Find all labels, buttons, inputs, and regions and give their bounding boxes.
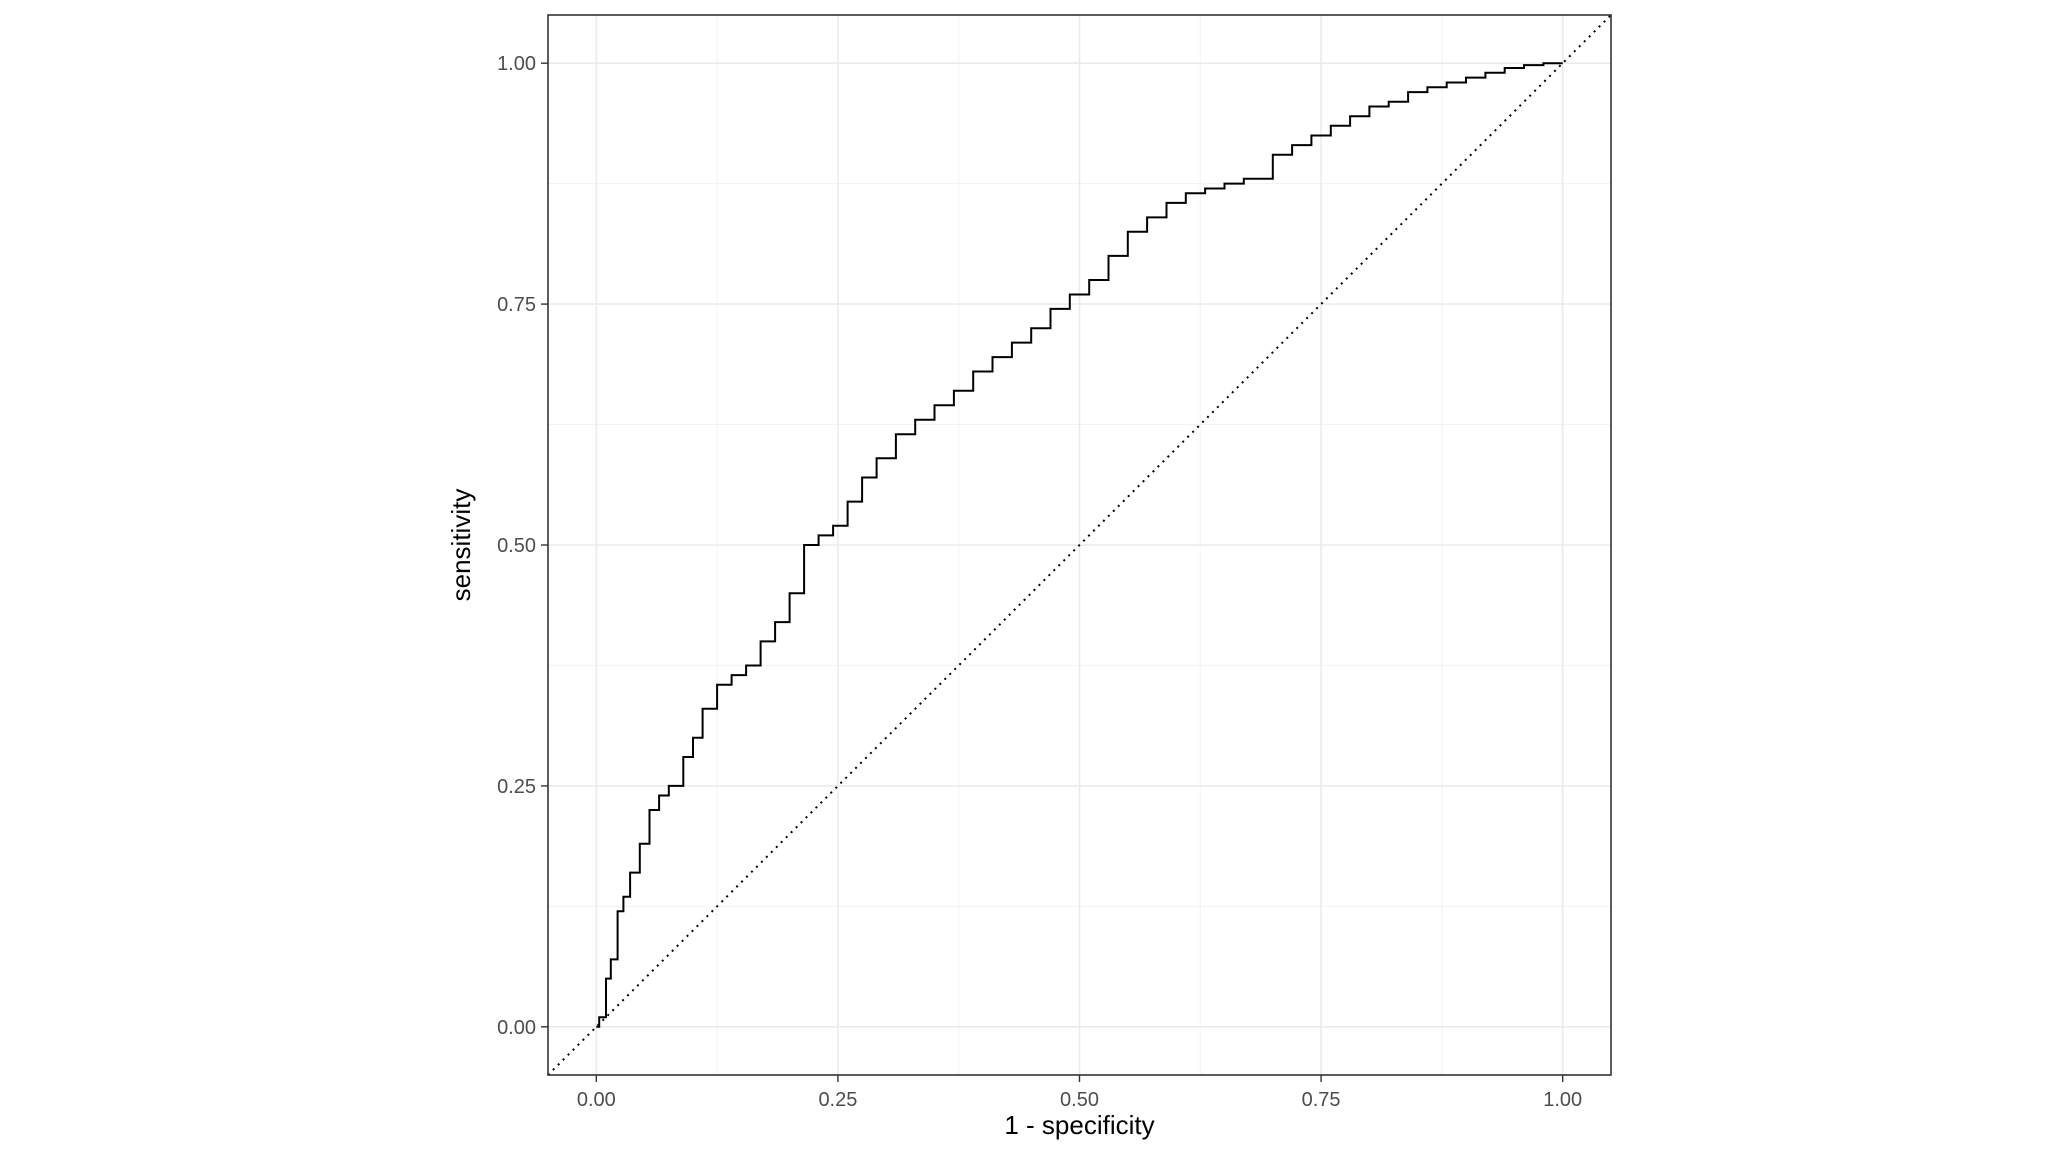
- x-tick-label: 1.00: [1543, 1089, 1582, 1111]
- y-tick-label: 1.00: [497, 53, 536, 75]
- y-tick-label: 0.25: [497, 776, 536, 798]
- y-axis-ticks: 0.00 0.25 0.50 0.75 1.00: [497, 53, 548, 1039]
- y-tick-label: 0.00: [497, 1017, 536, 1039]
- major-gridlines: [548, 15, 1611, 1075]
- x-tick-label: 0.25: [818, 1089, 857, 1111]
- roc-curve: [596, 62, 1563, 1028]
- reference-diagonal-line: [547, 14, 1612, 1076]
- y-tick-label: 0.75: [497, 294, 536, 316]
- x-tick-label: 0.75: [1302, 1089, 1341, 1111]
- x-axis-title: 1 - specificity: [1004, 1110, 1154, 1140]
- x-tick-label: 0.50: [1060, 1089, 1099, 1111]
- x-tick-label: 0.00: [577, 1089, 616, 1111]
- y-axis-title: sensitivity: [446, 489, 476, 602]
- y-tick-label: 0.50: [497, 535, 536, 557]
- x-axis-ticks: 0.00 0.25 0.50 0.75 1.00: [577, 1075, 1582, 1111]
